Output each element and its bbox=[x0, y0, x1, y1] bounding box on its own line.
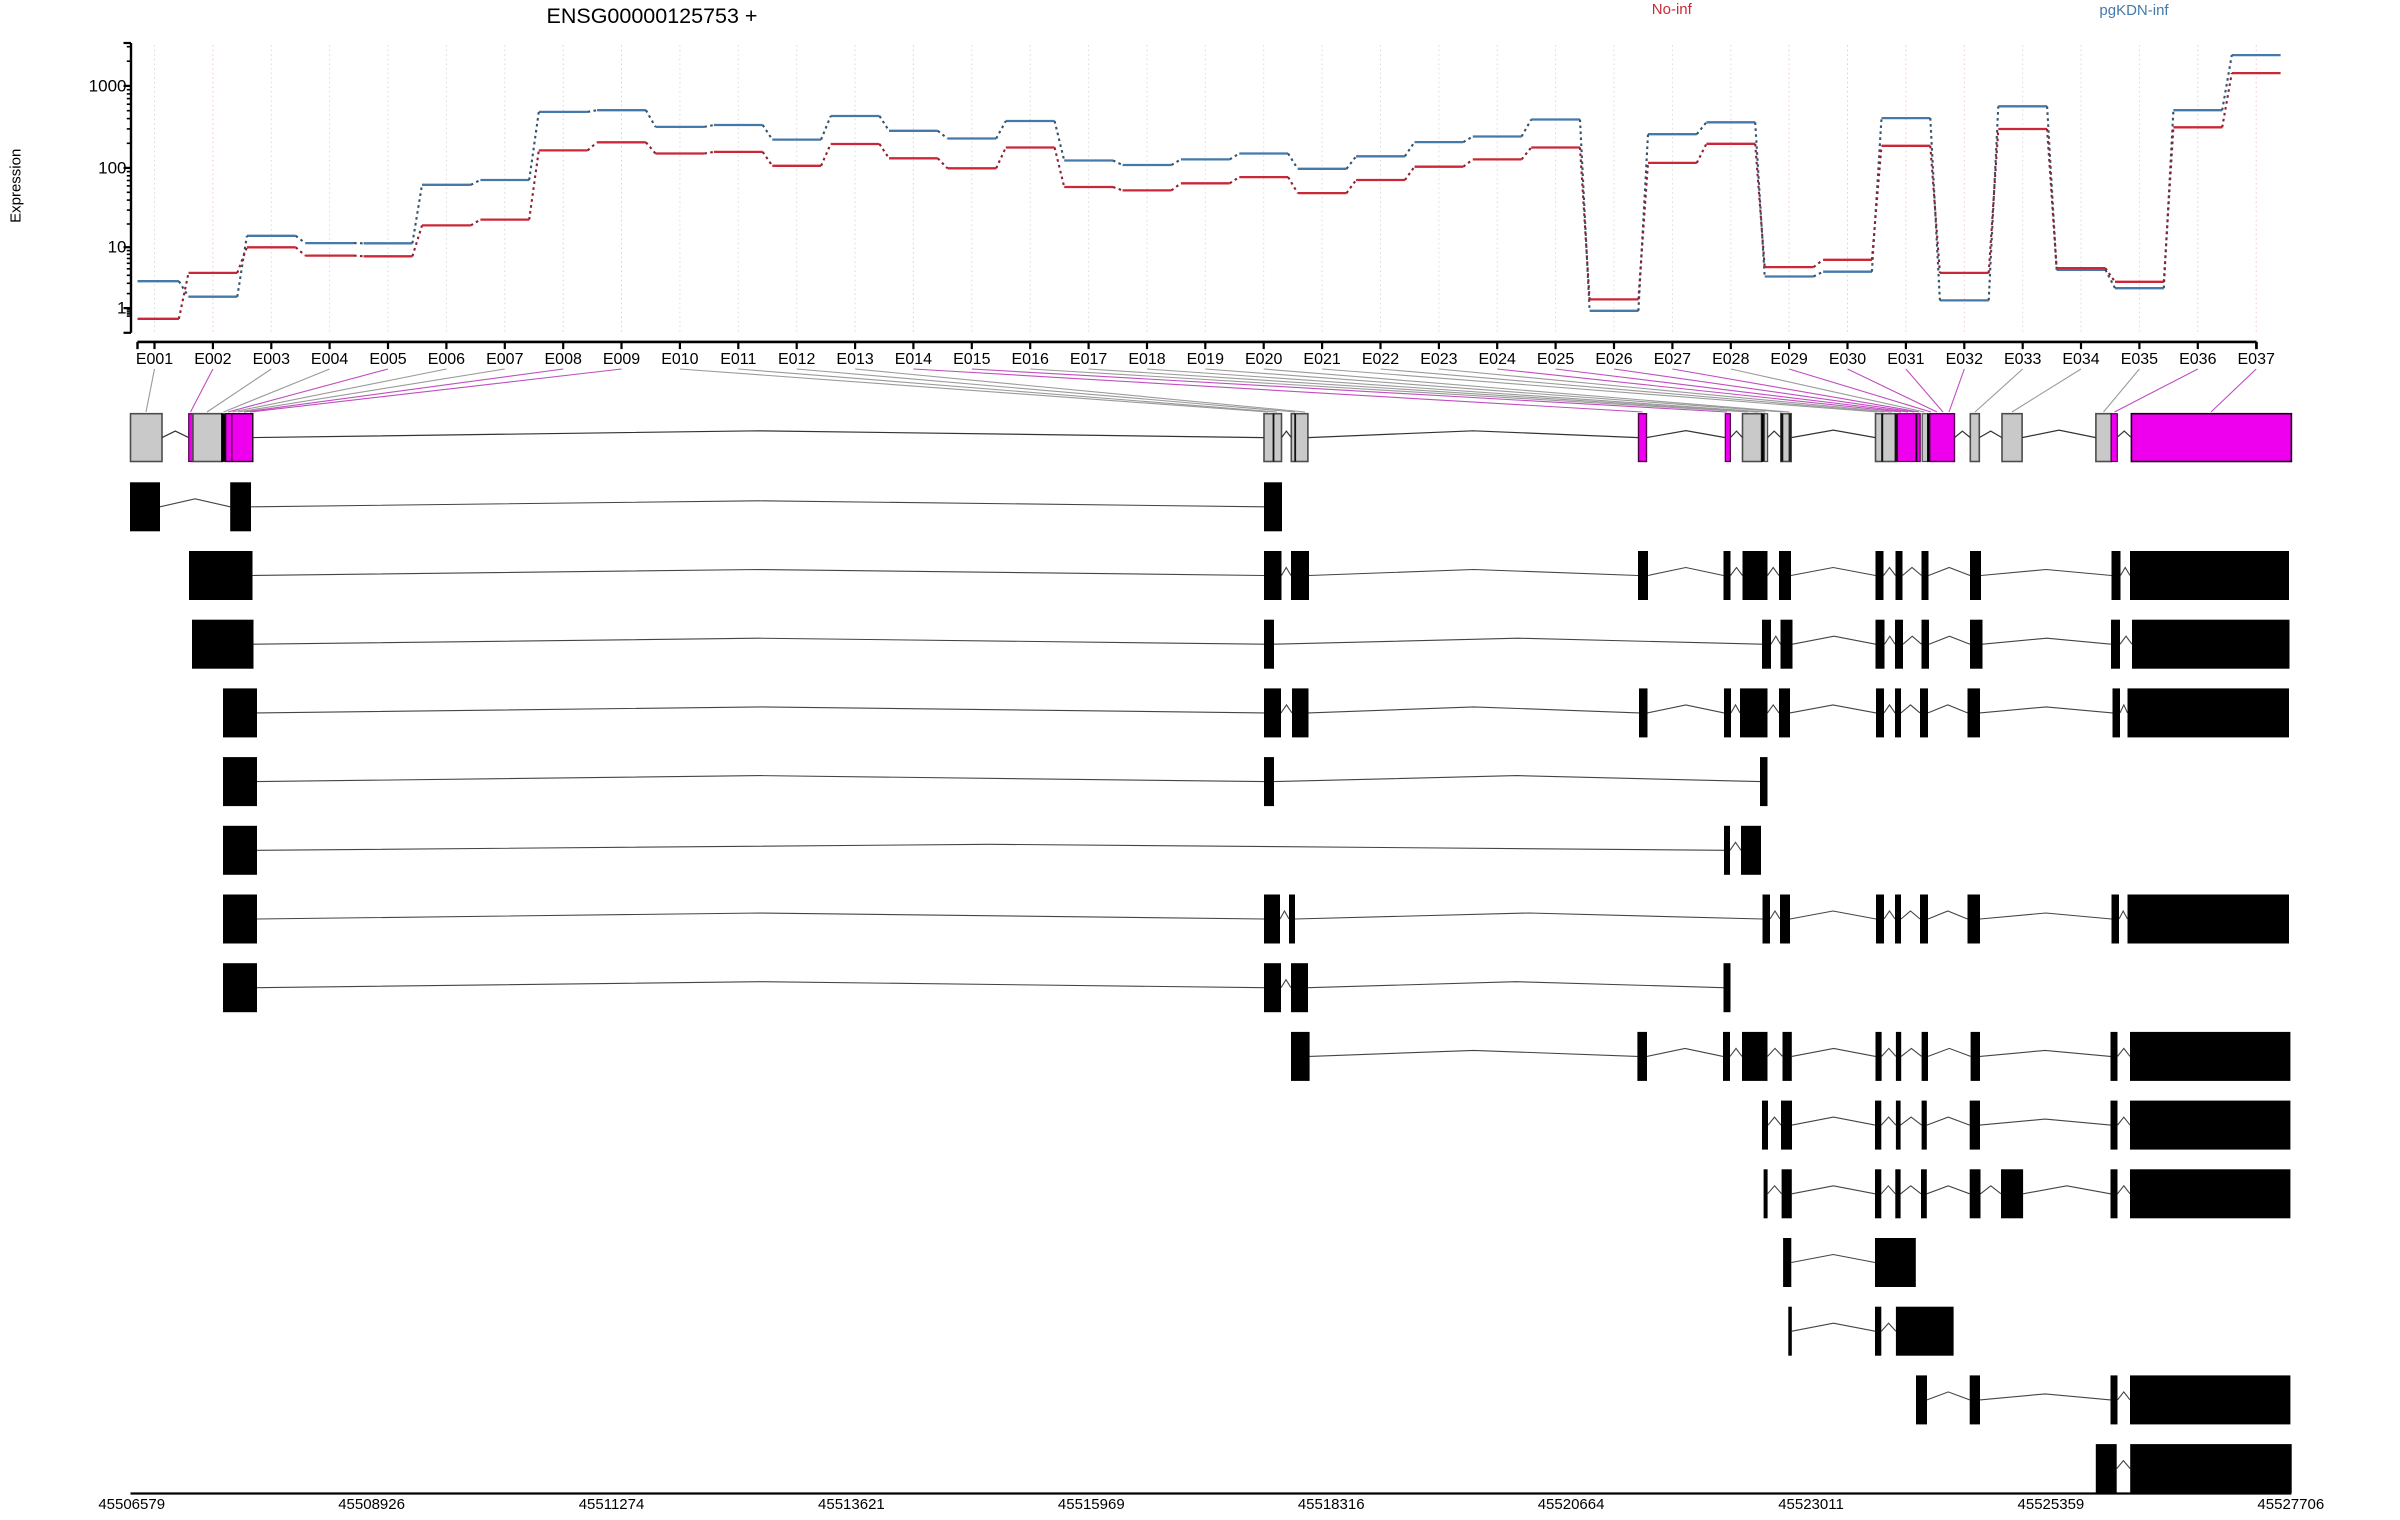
svg-text:E009: E009 bbox=[603, 351, 640, 368]
svg-text:45515969: 45515969 bbox=[1058, 1496, 1125, 1513]
svg-text:E021: E021 bbox=[1303, 351, 1340, 368]
svg-text:Expression: Expression bbox=[8, 149, 25, 223]
svg-text:E018: E018 bbox=[1128, 351, 1165, 368]
svg-text:pgKDN-inf: pgKDN-inf bbox=[2099, 2, 2169, 19]
svg-text:No-inf: No-inf bbox=[1652, 1, 1693, 18]
svg-text:E001: E001 bbox=[136, 351, 173, 368]
svg-text:E002: E002 bbox=[194, 351, 231, 368]
svg-text:E033: E033 bbox=[2004, 351, 2041, 368]
svg-text:E037: E037 bbox=[2238, 351, 2275, 368]
svg-text:E023: E023 bbox=[1420, 351, 1457, 368]
svg-text:E031: E031 bbox=[1887, 351, 1924, 368]
svg-text:45511274: 45511274 bbox=[579, 1496, 645, 1513]
svg-text:45527706: 45527706 bbox=[2257, 1496, 2324, 1513]
svg-text:E032: E032 bbox=[1946, 351, 1983, 368]
svg-text:E022: E022 bbox=[1362, 351, 1399, 368]
svg-text:E007: E007 bbox=[486, 351, 523, 368]
svg-text:45523011: 45523011 bbox=[1778, 1496, 1844, 1513]
svg-text:E036: E036 bbox=[2179, 351, 2216, 368]
svg-text:E012: E012 bbox=[778, 351, 815, 368]
svg-text:E025: E025 bbox=[1537, 351, 1574, 368]
svg-text:E017: E017 bbox=[1070, 351, 1107, 368]
svg-text:10: 10 bbox=[108, 238, 127, 257]
svg-text:E011: E011 bbox=[720, 351, 756, 368]
svg-text:45513621: 45513621 bbox=[818, 1496, 885, 1513]
svg-text:E013: E013 bbox=[836, 351, 873, 368]
svg-text:E030: E030 bbox=[1829, 351, 1866, 368]
svg-text:E008: E008 bbox=[545, 351, 582, 368]
svg-text:1000: 1000 bbox=[89, 76, 127, 95]
svg-text:E014: E014 bbox=[895, 351, 932, 368]
svg-text:45520664: 45520664 bbox=[1538, 1496, 1605, 1513]
svg-text:45508926: 45508926 bbox=[338, 1496, 405, 1513]
svg-text:100: 100 bbox=[98, 158, 126, 177]
svg-text:1: 1 bbox=[117, 299, 126, 318]
svg-text:E029: E029 bbox=[1770, 351, 1807, 368]
svg-text:45518316: 45518316 bbox=[1298, 1496, 1365, 1513]
svg-text:E003: E003 bbox=[253, 351, 290, 368]
svg-text:E019: E019 bbox=[1187, 351, 1224, 368]
svg-text:ENSG00000125753 +: ENSG00000125753 + bbox=[547, 4, 758, 28]
svg-text:E026: E026 bbox=[1595, 351, 1632, 368]
svg-text:E028: E028 bbox=[1712, 351, 1749, 368]
svg-text:E006: E006 bbox=[428, 351, 465, 368]
svg-text:E034: E034 bbox=[2062, 351, 2099, 368]
svg-text:E005: E005 bbox=[369, 351, 406, 368]
svg-text:E004: E004 bbox=[311, 351, 348, 368]
svg-text:E027: E027 bbox=[1654, 351, 1691, 368]
svg-text:E035: E035 bbox=[2121, 351, 2158, 368]
svg-text:E024: E024 bbox=[1479, 351, 1516, 368]
svg-text:E010: E010 bbox=[661, 351, 698, 368]
svg-text:E015: E015 bbox=[953, 351, 990, 368]
svg-text:E016: E016 bbox=[1012, 351, 1049, 368]
svg-text:45506579: 45506579 bbox=[98, 1496, 165, 1513]
svg-text:E020: E020 bbox=[1245, 351, 1282, 368]
svg-text:45525359: 45525359 bbox=[2018, 1496, 2085, 1513]
